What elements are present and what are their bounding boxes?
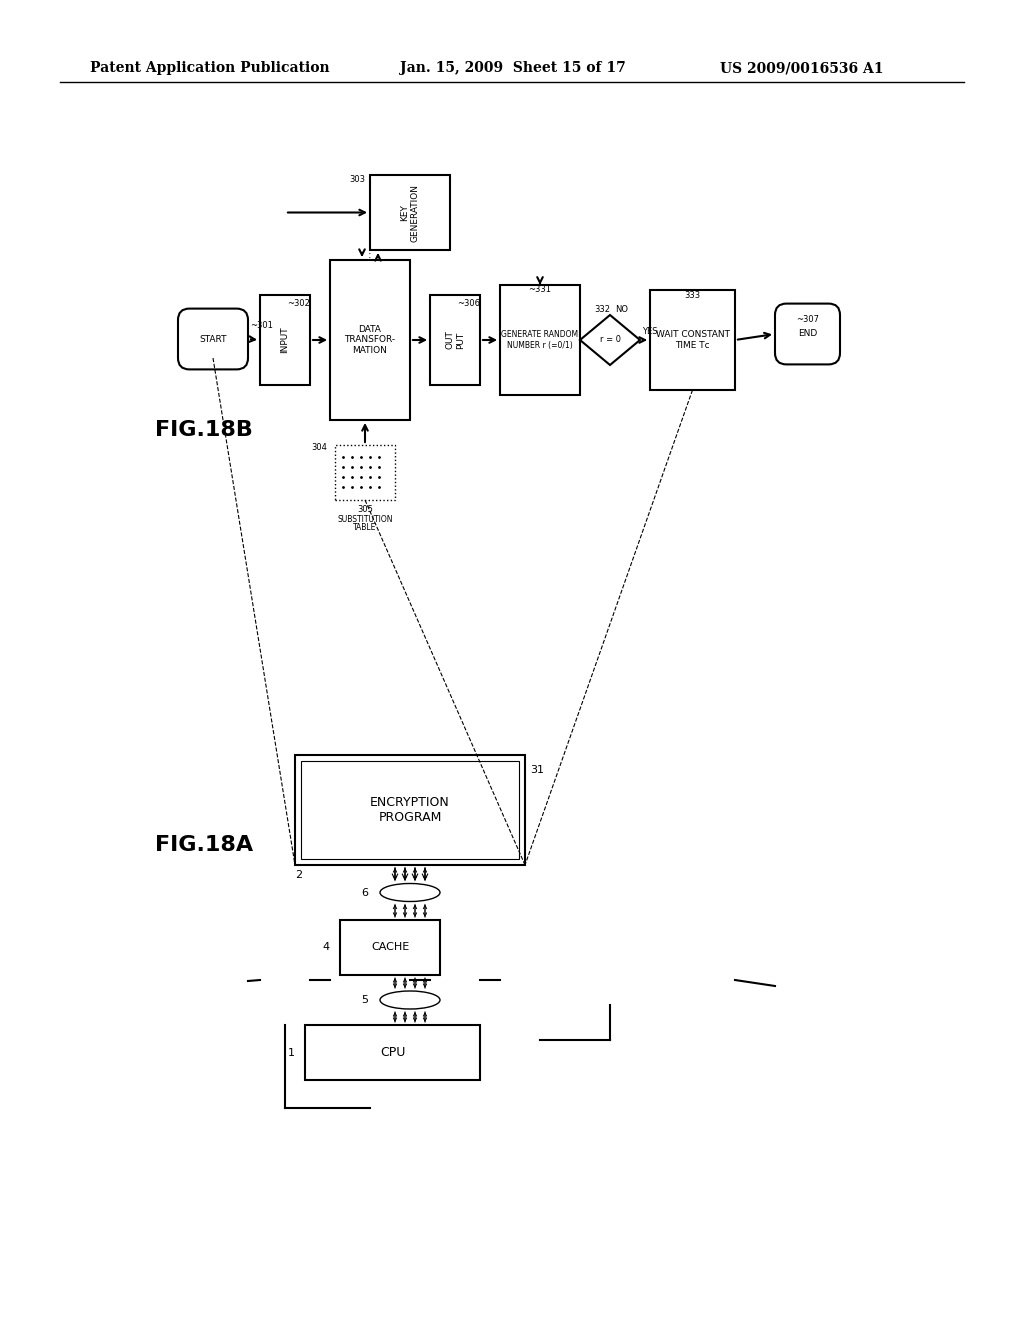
Text: 31: 31	[530, 766, 544, 775]
Ellipse shape	[380, 991, 440, 1008]
FancyBboxPatch shape	[178, 309, 248, 370]
Text: INPUT: INPUT	[281, 326, 290, 354]
Bar	[340, 920, 440, 975]
Polygon shape	[580, 315, 640, 366]
Bar	[260, 294, 310, 385]
Text: KEY
GENERATION: KEY GENERATION	[400, 183, 420, 242]
Text: START: START	[200, 334, 226, 343]
Text: ~302: ~302	[287, 298, 310, 308]
Text: 4: 4	[323, 942, 330, 953]
Text: 305: 305	[357, 506, 373, 515]
Text: 6: 6	[361, 887, 368, 898]
Bar	[370, 176, 450, 249]
Text: TABLE: TABLE	[353, 524, 377, 532]
Text: :: :	[369, 249, 372, 260]
Text: ENCRYPTION
PROGRAM: ENCRYPTION PROGRAM	[370, 796, 450, 824]
Text: YES: YES	[642, 327, 657, 337]
Text: CACHE: CACHE	[371, 942, 410, 953]
Bar	[301, 762, 519, 859]
Text: Patent Application Publication: Patent Application Publication	[90, 61, 330, 75]
Text: NO: NO	[615, 305, 628, 314]
Text: Jan. 15, 2009  Sheet 15 of 17: Jan. 15, 2009 Sheet 15 of 17	[400, 61, 626, 75]
Text: 333: 333	[684, 290, 700, 300]
Text: r = 0: r = 0	[599, 335, 621, 345]
Text: WAIT CONSTANT
TIME Tᴄ: WAIT CONSTANT TIME Tᴄ	[655, 330, 729, 350]
Text: ~331: ~331	[528, 285, 552, 294]
Text: ~306: ~306	[457, 298, 480, 308]
Text: CPU: CPU	[380, 1045, 406, 1059]
Text: ~307: ~307	[796, 315, 819, 325]
Text: 303: 303	[349, 176, 365, 185]
Text: GENERATE RANDOM
NUMBER r (=0/1): GENERATE RANDOM NUMBER r (=0/1)	[502, 330, 579, 350]
Bar	[330, 260, 410, 420]
Text: END: END	[798, 330, 817, 338]
FancyBboxPatch shape	[775, 304, 840, 364]
Text: FIG.18B: FIG.18B	[155, 420, 253, 440]
Ellipse shape	[380, 883, 440, 902]
Bar	[650, 290, 735, 389]
Text: 1: 1	[288, 1048, 295, 1057]
Bar	[500, 285, 580, 395]
Text: 5: 5	[361, 995, 368, 1005]
Bar	[295, 755, 525, 865]
Text: DATA
TRANSFOR-
MATION: DATA TRANSFOR- MATION	[344, 325, 395, 355]
Text: 304: 304	[311, 444, 327, 453]
Text: SUBSTITUTION: SUBSTITUTION	[337, 516, 393, 524]
Text: OUT
PUT: OUT PUT	[445, 330, 465, 350]
Text: 2: 2	[296, 870, 302, 880]
Text: FIG.18A: FIG.18A	[155, 836, 253, 855]
Text: US 2009/0016536 A1: US 2009/0016536 A1	[720, 61, 884, 75]
Bar	[430, 294, 480, 385]
Text: ~301: ~301	[250, 321, 272, 330]
Text: 332: 332	[594, 305, 610, 314]
Bar	[335, 445, 395, 500]
Bar	[305, 1026, 480, 1080]
